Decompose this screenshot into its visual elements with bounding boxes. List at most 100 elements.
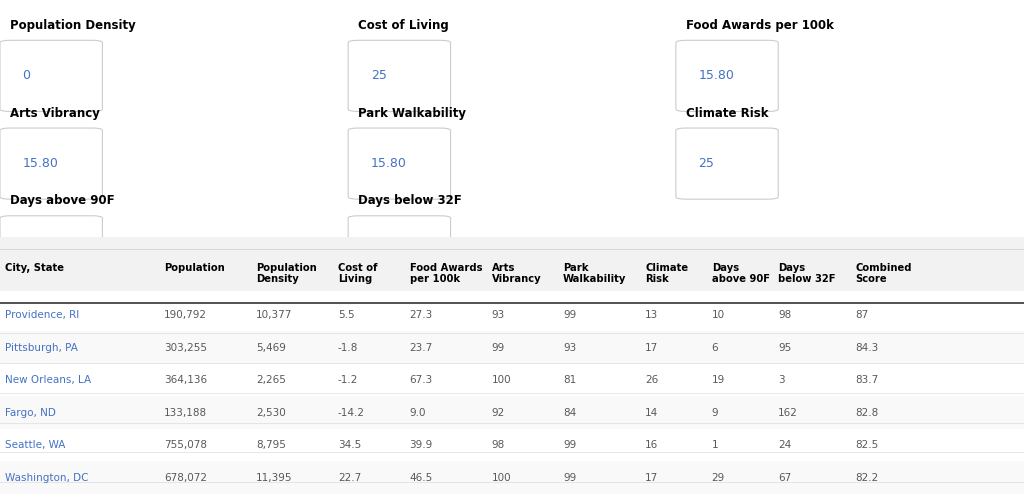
Text: Park Walkability: Park Walkability bbox=[358, 107, 466, 120]
Text: Pittsburgh, PA: Pittsburgh, PA bbox=[5, 342, 78, 353]
Text: 678,072: 678,072 bbox=[164, 473, 207, 483]
Text: Climate Risk: Climate Risk bbox=[686, 107, 769, 120]
Text: Cost of Living: Cost of Living bbox=[358, 19, 450, 32]
Text: Days above 90F: Days above 90F bbox=[10, 195, 115, 207]
Text: Population: Population bbox=[164, 263, 224, 273]
Text: 10,377: 10,377 bbox=[256, 310, 293, 320]
Text: 34.5: 34.5 bbox=[338, 440, 361, 450]
Text: 95: 95 bbox=[778, 342, 792, 353]
Text: 99: 99 bbox=[492, 342, 505, 353]
Text: 84: 84 bbox=[563, 408, 577, 417]
Bar bbox=[0, 237, 1024, 291]
Text: 133,188: 133,188 bbox=[164, 408, 207, 417]
Text: 15.80: 15.80 bbox=[371, 157, 407, 170]
Text: Combined
Score: Combined Score bbox=[855, 263, 911, 285]
Text: 25: 25 bbox=[371, 69, 387, 82]
FancyBboxPatch shape bbox=[348, 41, 451, 112]
Text: -1.2: -1.2 bbox=[338, 375, 358, 385]
Text: 24: 24 bbox=[778, 440, 792, 450]
FancyBboxPatch shape bbox=[348, 216, 451, 287]
Text: 82.5: 82.5 bbox=[855, 440, 879, 450]
Text: 27.3: 27.3 bbox=[410, 310, 433, 320]
Text: 5,469: 5,469 bbox=[256, 342, 286, 353]
Text: 2,265: 2,265 bbox=[256, 375, 286, 385]
FancyBboxPatch shape bbox=[0, 41, 102, 112]
Text: 100: 100 bbox=[492, 375, 511, 385]
Text: 29: 29 bbox=[712, 473, 725, 483]
Text: 19: 19 bbox=[712, 375, 725, 385]
Text: 15.80: 15.80 bbox=[23, 157, 58, 170]
Text: Days
below 32F: Days below 32F bbox=[778, 263, 836, 285]
Text: 93: 93 bbox=[563, 342, 577, 353]
Text: 9.0: 9.0 bbox=[410, 408, 426, 417]
Text: 93: 93 bbox=[492, 310, 505, 320]
Text: 82.8: 82.8 bbox=[855, 408, 879, 417]
Text: 22.7: 22.7 bbox=[338, 473, 361, 483]
Text: New Orleans, LA: New Orleans, LA bbox=[5, 375, 91, 385]
Text: Park
Walkability: Park Walkability bbox=[563, 263, 627, 285]
Text: 3: 3 bbox=[778, 375, 784, 385]
Bar bbox=[0, 364, 1024, 396]
Text: 83.7: 83.7 bbox=[855, 375, 879, 385]
Text: Days
above 90F: Days above 90F bbox=[712, 263, 770, 285]
Text: 99: 99 bbox=[563, 473, 577, 483]
Text: Days below 32F: Days below 32F bbox=[358, 195, 462, 207]
Text: 17: 17 bbox=[645, 342, 658, 353]
Text: 10: 10 bbox=[712, 310, 725, 320]
Text: Arts Vibrancy: Arts Vibrancy bbox=[10, 107, 100, 120]
FancyBboxPatch shape bbox=[348, 128, 451, 199]
Text: 190,792: 190,792 bbox=[164, 310, 207, 320]
Text: Washington, DC: Washington, DC bbox=[5, 473, 89, 483]
Text: Population
Density: Population Density bbox=[256, 263, 316, 285]
Text: 2,530: 2,530 bbox=[256, 408, 286, 417]
FancyBboxPatch shape bbox=[676, 41, 778, 112]
Text: 26: 26 bbox=[645, 375, 658, 385]
Text: -1.8: -1.8 bbox=[338, 342, 358, 353]
Text: City, State: City, State bbox=[5, 263, 65, 273]
Text: 82.2: 82.2 bbox=[855, 473, 879, 483]
Text: 364,136: 364,136 bbox=[164, 375, 207, 385]
Text: Seattle, WA: Seattle, WA bbox=[5, 440, 66, 450]
Text: 84.3: 84.3 bbox=[855, 342, 879, 353]
Bar bbox=[0, 461, 1024, 494]
Text: 5.5: 5.5 bbox=[338, 310, 354, 320]
Text: 5: 5 bbox=[23, 245, 31, 258]
Text: 25: 25 bbox=[698, 157, 715, 170]
Bar bbox=[0, 429, 1024, 461]
Text: Arts
Vibrancy: Arts Vibrancy bbox=[492, 263, 541, 285]
FancyBboxPatch shape bbox=[0, 216, 102, 287]
Text: 755,078: 755,078 bbox=[164, 440, 207, 450]
Text: -14.2: -14.2 bbox=[338, 408, 365, 417]
Text: Cost of
Living: Cost of Living bbox=[338, 263, 378, 285]
Text: Food Awards
per 100k: Food Awards per 100k bbox=[410, 263, 482, 285]
Text: 11,395: 11,395 bbox=[256, 473, 293, 483]
Text: 14: 14 bbox=[645, 408, 658, 417]
Text: 100: 100 bbox=[492, 473, 511, 483]
Bar bbox=[0, 299, 1024, 331]
Text: Providence, RI: Providence, RI bbox=[5, 310, 80, 320]
Text: 81: 81 bbox=[563, 375, 577, 385]
Text: Climate
Risk: Climate Risk bbox=[645, 263, 688, 285]
Text: 23.7: 23.7 bbox=[410, 342, 433, 353]
Bar bbox=[0, 396, 1024, 429]
Text: 16: 16 bbox=[645, 440, 658, 450]
Text: 6: 6 bbox=[712, 342, 718, 353]
Text: 67.3: 67.3 bbox=[410, 375, 433, 385]
Text: 92: 92 bbox=[492, 408, 505, 417]
Text: Fargo, ND: Fargo, ND bbox=[5, 408, 56, 417]
Text: 99: 99 bbox=[563, 440, 577, 450]
Text: 39.9: 39.9 bbox=[410, 440, 433, 450]
Text: 8,795: 8,795 bbox=[256, 440, 286, 450]
FancyBboxPatch shape bbox=[0, 128, 102, 199]
Text: 13: 13 bbox=[645, 310, 658, 320]
Text: 1: 1 bbox=[712, 440, 718, 450]
Text: 162: 162 bbox=[778, 408, 798, 417]
Text: 303,255: 303,255 bbox=[164, 342, 207, 353]
Text: 17: 17 bbox=[645, 473, 658, 483]
Text: 67: 67 bbox=[778, 473, 792, 483]
Text: Food Awards per 100k: Food Awards per 100k bbox=[686, 19, 834, 32]
Text: 15.80: 15.80 bbox=[698, 69, 734, 82]
Text: 5: 5 bbox=[371, 245, 379, 258]
Text: Population Density: Population Density bbox=[10, 19, 136, 32]
Text: 46.5: 46.5 bbox=[410, 473, 433, 483]
